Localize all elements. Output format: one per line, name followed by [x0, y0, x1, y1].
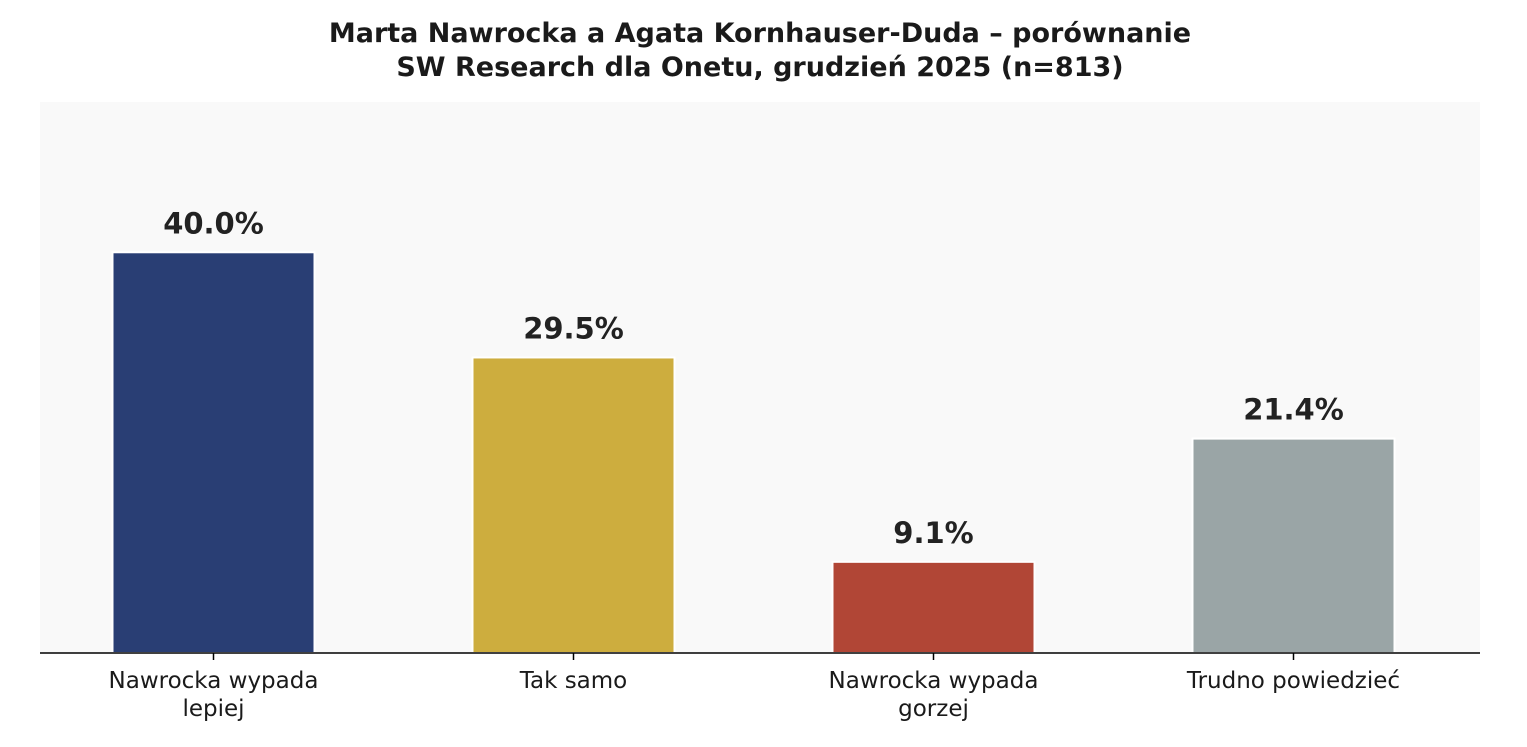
bars-layer: 40.0% 29.5% 9.1% 21.4%	[111, 206, 1396, 654]
x-tick-label-1: Nawrocka wypada lepiej	[109, 668, 319, 722]
x-tick-label-2: Tak samo	[519, 668, 628, 694]
chart-subtitle: SW Research dla Onetu, grudzień 2025 (n=…	[396, 52, 1123, 83]
x-tick-label-line: Tak samo	[519, 668, 628, 694]
bar-3	[831, 560, 1036, 654]
bar-value-label-1: 40.0%	[163, 206, 264, 240]
bar-2	[471, 356, 676, 654]
chart-title: Marta Nawrocka a Agata Kornhauser-Duda –…	[329, 18, 1191, 49]
bar-value-label-2: 29.5%	[523, 311, 624, 345]
bar-4	[1191, 437, 1396, 654]
x-tick-label-4: Trudno powiedzieć	[1186, 668, 1400, 694]
x-tick-label-line: Nawrocka wypada	[109, 668, 319, 694]
bar-1	[111, 251, 316, 654]
bar-value-label-4: 21.4%	[1243, 393, 1344, 427]
x-tick-label-line: Trudno powiedzieć	[1186, 668, 1400, 694]
bar-value-label-3: 9.1%	[893, 516, 973, 550]
x-tick-label-line: Nawrocka wypada	[829, 668, 1039, 694]
x-tick-label-line: lepiej	[182, 696, 244, 722]
x-tick-label-line: gorzej	[898, 696, 969, 722]
x-tick-label-3: Nawrocka wypada gorzej	[829, 668, 1039, 722]
